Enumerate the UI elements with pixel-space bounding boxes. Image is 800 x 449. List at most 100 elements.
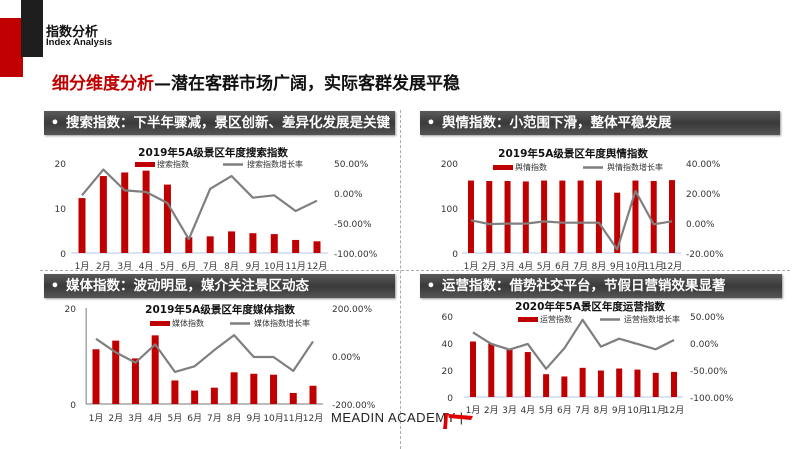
horizontal-divider — [40, 270, 790, 271]
bar — [650, 181, 657, 253]
right-tick-label: 40.00% — [686, 160, 721, 170]
bar — [652, 372, 659, 397]
bar — [595, 180, 602, 253]
bar — [634, 369, 641, 397]
heading-text: 舆情指数：小范围下滑，整体平稳发展 — [442, 115, 672, 131]
bar — [249, 233, 257, 253]
month-label: 3月 — [500, 261, 515, 272]
bar — [228, 231, 236, 253]
right-tick-label: 200.00% — [332, 305, 372, 315]
left-tick-label: 20 — [442, 367, 454, 377]
month-label: 2月 — [482, 261, 497, 272]
left-tick-label: 200 — [441, 160, 458, 170]
left-tick-label: 60 — [442, 313, 454, 323]
meadin-logo — [443, 413, 473, 429]
bar — [597, 370, 604, 397]
bar — [142, 170, 150, 253]
month-label: 6月 — [181, 261, 196, 272]
month-label: 11月 — [646, 405, 666, 416]
panel-heading-media: • 媒体指数：波动明显，媒介关注景区动态 — [44, 274, 395, 298]
month-label: 2月 — [96, 261, 111, 272]
right-tick-label: 50.00% — [690, 313, 725, 323]
month-label: 5月 — [537, 261, 552, 272]
bar — [78, 198, 86, 253]
month-label: 4月 — [148, 413, 163, 424]
bar — [561, 376, 568, 397]
month-label: 12月 — [662, 261, 682, 272]
bar — [289, 392, 297, 404]
bar — [313, 241, 321, 253]
left-tick-label: 100 — [441, 205, 458, 215]
bar — [504, 181, 511, 253]
month-label: 8月 — [592, 261, 607, 272]
month-label: 8月 — [594, 405, 609, 416]
month-label: 4月 — [139, 261, 154, 272]
right-tick-label: -50.00% — [334, 220, 372, 230]
bar — [543, 374, 550, 397]
month-label: 1月 — [466, 405, 481, 416]
month-label: 7月 — [203, 261, 218, 272]
bar — [121, 172, 129, 253]
growth-line — [470, 189, 673, 251]
right-tick-label: 0.00% — [334, 190, 363, 200]
right-tick-label: 0.00% — [690, 340, 719, 350]
month-label: 4月 — [520, 405, 535, 416]
right-tick-label: 0.00% — [686, 220, 715, 230]
bar — [616, 368, 623, 397]
bar — [669, 180, 675, 253]
month-label: 12月 — [664, 405, 684, 416]
right-tick-label: 0.00% — [332, 353, 361, 363]
bar — [230, 372, 238, 404]
right-tick-label: -100.00% — [334, 250, 378, 260]
legend-line-label: 媒体指数增长率 — [254, 318, 310, 328]
bar — [112, 340, 120, 404]
legend-line-label: 舆情指数增长率 — [607, 162, 663, 172]
month-label: 7月 — [207, 413, 222, 424]
bar — [185, 237, 193, 253]
month-label: 5月 — [168, 413, 183, 424]
chart-title: 2020年年5A景区年度运营指数 — [515, 300, 665, 313]
left-tick-label: 20 — [55, 160, 67, 170]
month-label: 10月 — [625, 261, 645, 272]
bar — [99, 176, 107, 253]
legend-line-label: 搜索指数增长率 — [247, 159, 303, 169]
legend-bar-swatch — [493, 165, 513, 170]
bar — [270, 374, 278, 404]
legend-bar-label: 媒体指数 — [172, 318, 204, 328]
bullet: • — [50, 278, 60, 294]
footer-brand: MEADIN ACADEMY | — [331, 410, 464, 425]
month-label: 4月 — [518, 261, 533, 272]
month-label: 8月 — [224, 261, 239, 272]
bar — [488, 343, 495, 397]
month-label: 10月 — [264, 261, 284, 272]
growth-line — [95, 334, 314, 373]
bar — [131, 358, 139, 404]
bar — [250, 373, 258, 404]
bar — [292, 239, 300, 253]
bar — [522, 181, 529, 253]
bar — [614, 192, 621, 253]
header-red-block — [0, 18, 23, 77]
chart-title: 2019年5A级景区年度搜索指数 — [138, 146, 288, 159]
growth-line — [472, 318, 675, 370]
bullet: • — [426, 278, 436, 294]
left-tick-label: 0 — [447, 394, 453, 404]
bar — [206, 236, 214, 253]
month-label: 10月 — [627, 405, 647, 416]
month-label: 11月 — [644, 261, 664, 272]
chart-title: 2019年5A级景区年度舆情指数 — [498, 147, 648, 160]
month-label: 9月 — [612, 405, 627, 416]
month-label: 3月 — [117, 261, 132, 272]
month-label: 1月 — [464, 261, 479, 272]
page-title: 细分维度分析—潜在客群市场广阔，实际客群发展平稳 — [52, 69, 460, 94]
right-tick-label: -200.00% — [332, 401, 376, 411]
legend-bar-label: 运营指数 — [540, 314, 572, 324]
month-label: 1月 — [75, 261, 90, 272]
growth-line — [81, 168, 318, 241]
bullet: • — [426, 115, 436, 131]
month-label: 9月 — [610, 261, 625, 272]
bar — [470, 341, 476, 397]
legend-bar-swatch — [150, 321, 170, 326]
bullet: • — [50, 115, 60, 131]
